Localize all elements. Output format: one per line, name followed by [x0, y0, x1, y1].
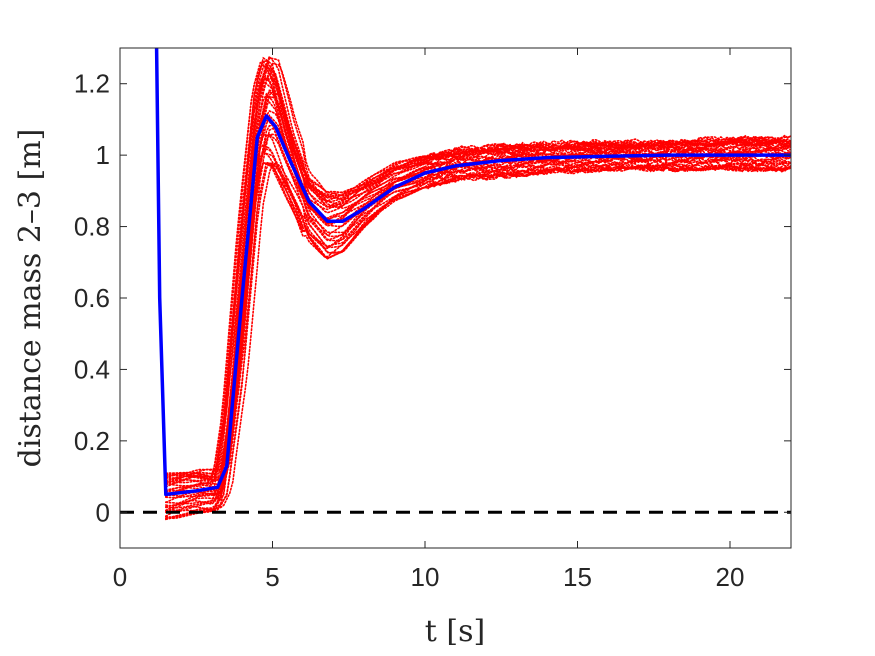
ensemble-trajectory	[165, 62, 791, 479]
plot-area	[120, 48, 791, 521]
x-tick-label: 20	[716, 562, 745, 592]
ensemble-trajectory	[165, 161, 791, 521]
ensemble-trajectory	[165, 124, 791, 508]
y-tick-label: 0.4	[74, 354, 110, 384]
y-tick-label: 0.2	[74, 426, 110, 456]
y-tick-label: 1	[96, 140, 110, 170]
x-axis-ticks: 0 5 10 15 20	[113, 48, 745, 592]
y-tick-label: 0.8	[74, 212, 110, 242]
y-axis-ticks: 0 0.2 0.4 0.6 0.8 1 1.2	[74, 69, 791, 527]
ensemble-trajectory	[165, 96, 791, 497]
y-tick-label: 1.2	[74, 69, 110, 99]
ensemble-trajectory	[165, 72, 791, 482]
y-tick-label: 0	[96, 497, 110, 527]
x-tick-label: 15	[563, 562, 592, 592]
ensemble-trajectory	[165, 133, 791, 512]
ensemble-trajectory	[165, 78, 791, 488]
x-tick-label: 0	[113, 562, 127, 592]
mean-trajectory-line	[154, 48, 791, 497]
ensemble-trajectory	[165, 161, 791, 520]
ensemble-trajectory	[165, 54, 791, 479]
ensemble-trajectory	[165, 147, 791, 517]
x-axis-label: t [s]	[425, 614, 485, 649]
ensemble-trajectory	[165, 162, 791, 519]
ensemble-trajectory	[165, 161, 791, 520]
x-tick-label: 10	[411, 562, 440, 592]
y-axis-label: distance mass 2–3 [m]	[13, 129, 48, 468]
ensemble-trajectory	[165, 90, 791, 493]
ensemble-trajectory	[165, 161, 791, 520]
y-tick-label: 0.6	[74, 283, 110, 313]
ensemble-trajectory	[165, 161, 791, 520]
ensemble-trajectory	[165, 132, 791, 505]
x-tick-label: 5	[265, 562, 279, 592]
plot-content	[120, 48, 791, 521]
